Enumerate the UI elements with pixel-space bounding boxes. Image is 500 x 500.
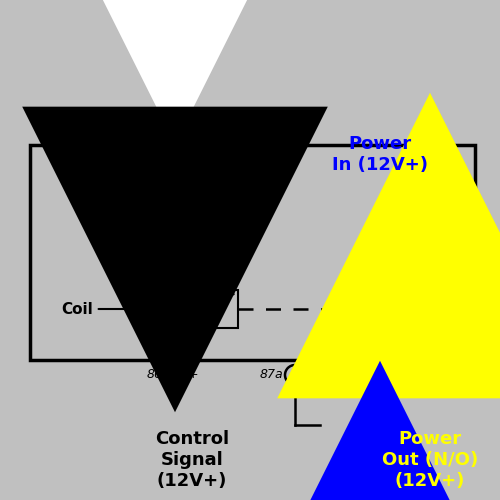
Text: 87a: 87a xyxy=(260,368,283,382)
Text: Control
Ground: Control Ground xyxy=(138,135,212,174)
Text: 85: 85 xyxy=(147,244,163,256)
Bar xyxy=(148,290,238,328)
Text: 87: 87 xyxy=(443,368,459,382)
Text: +: + xyxy=(188,368,198,382)
Bar xyxy=(30,145,475,360)
Text: 86: 86 xyxy=(147,368,163,382)
Text: Power
Out (N/O)
(12V+): Power Out (N/O) (12V+) xyxy=(382,430,478,490)
Text: Coil: Coil xyxy=(61,302,143,316)
Text: +: + xyxy=(354,244,364,256)
Text: Control
Signal
(12V+): Control Signal (12V+) xyxy=(155,430,229,490)
Text: 30: 30 xyxy=(392,244,408,256)
Text: Power
In (12V+): Power In (12V+) xyxy=(332,135,428,174)
